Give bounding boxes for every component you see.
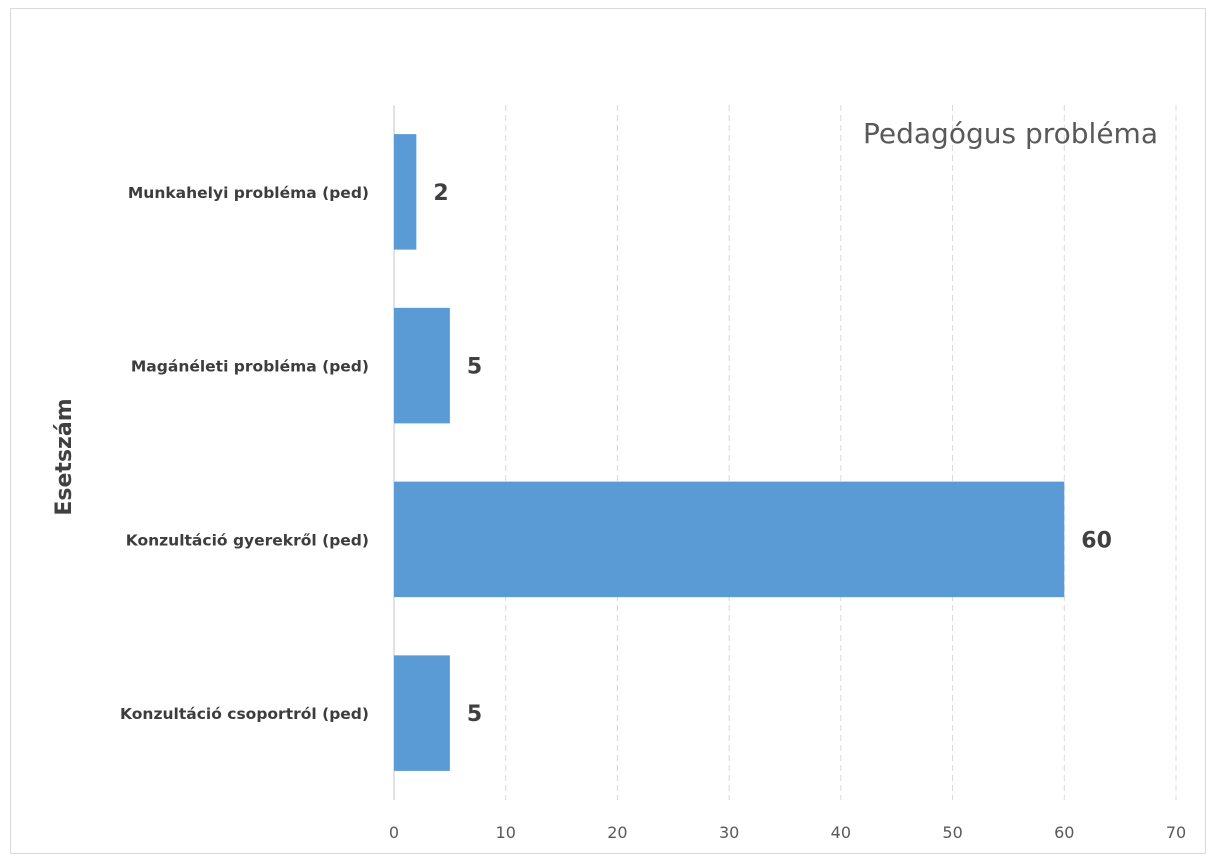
data-label-4: 5 xyxy=(467,702,482,727)
labels: 0 10 20 30 40 50 60 70 Munkahelyi probléma (ped)… xyxy=(120,181,1186,842)
gridlines xyxy=(393,105,1177,800)
bars xyxy=(394,134,1065,771)
data-label-1: 2 xyxy=(433,181,448,206)
x-tick-label-10: 10 xyxy=(496,823,516,842)
x-tick-label-50: 50 xyxy=(942,823,962,842)
chart-frame xyxy=(10,8,1206,854)
bar-3 xyxy=(394,481,1065,598)
category-label-2: Magánéleti probléma (ped) xyxy=(131,358,369,376)
category-label-1: Munkahelyi probléma (ped) xyxy=(128,184,369,202)
x-tick-label-20: 20 xyxy=(607,823,627,842)
data-label-2: 5 xyxy=(467,355,482,380)
y-axis-title: Esetszám xyxy=(52,398,77,515)
category-label-3: Konzultáció gyerekről (ped) xyxy=(126,531,369,549)
data-label-3: 60 xyxy=(1081,528,1112,553)
x-tick-label-70: 70 xyxy=(1166,823,1186,842)
category-label-4: Konzultáció csoportról (ped) xyxy=(120,705,369,723)
bar-1 xyxy=(394,134,417,250)
x-tick-label-30: 30 xyxy=(719,823,739,842)
chart-title: Pedagógus probléma xyxy=(863,117,1158,150)
x-tick-label-60: 60 xyxy=(1054,823,1074,842)
x-tick-label-0: 0 xyxy=(389,823,399,842)
bar-4 xyxy=(394,655,450,771)
bar-2 xyxy=(394,307,450,424)
x-tick-label-40: 40 xyxy=(831,823,851,842)
